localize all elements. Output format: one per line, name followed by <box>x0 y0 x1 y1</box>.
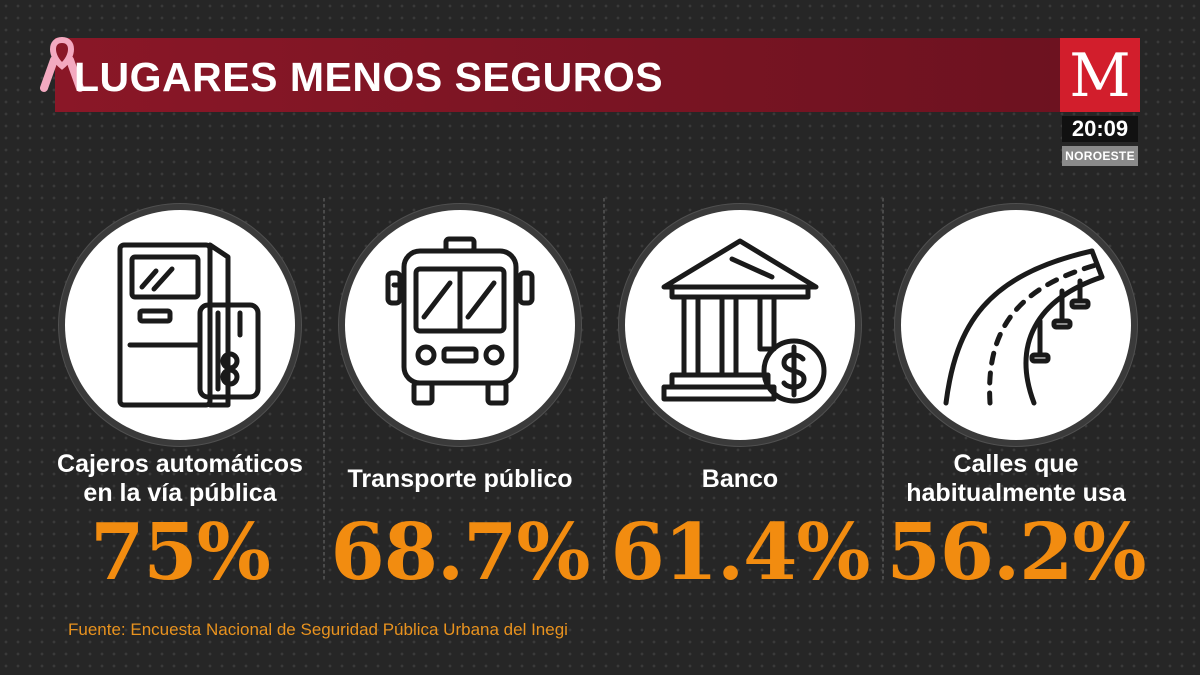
page-title: LUGARES MENOS SEGUROS <box>74 54 664 100</box>
milenio-logo: M <box>1060 38 1140 112</box>
stat-card-bank: Banco 61.4% <box>600 200 880 600</box>
icon-circle <box>65 210 295 440</box>
source-note: Fuente: Encuesta Nacional de Seguridad P… <box>68 620 568 639</box>
title-bar <box>55 38 1060 112</box>
column-divider <box>603 198 605 580</box>
column-divider <box>323 198 325 580</box>
stat-label: Calles que habitualmente usa <box>906 450 1126 507</box>
stat-value: 75% <box>90 507 271 598</box>
road-icon <box>943 248 1105 406</box>
stat-label: Cajeros automáticos en la vía pública <box>57 450 303 507</box>
clock: 20:09 <box>1062 116 1138 142</box>
stat-card-atm: Cajeros automáticos en la vía pública 75… <box>40 200 320 600</box>
icon-circle <box>625 210 855 440</box>
icon-circle <box>901 210 1131 440</box>
stat-card-road: Calles que habitualmente usa 56.2% <box>876 200 1156 600</box>
bank-icon <box>661 238 827 404</box>
icon-circle <box>345 210 575 440</box>
column-divider <box>882 198 884 580</box>
stat-value: 56.2% <box>886 507 1146 598</box>
m-logo-icon: M <box>1069 47 1130 103</box>
stat-value: 68.7% <box>330 507 590 598</box>
bus-icon <box>385 236 535 406</box>
stat-value: 61.4% <box>610 507 870 598</box>
region-badge: NOROESTE <box>1062 146 1138 166</box>
atm-icon <box>117 242 261 408</box>
stat-label: Banco <box>701 464 779 493</box>
svg-text:M: M <box>1069 47 1130 103</box>
stat-label: Transporte público <box>347 464 573 493</box>
stat-card-bus: Transporte público 68.7% <box>320 200 600 600</box>
pink-ribbon-icon <box>40 36 84 92</box>
